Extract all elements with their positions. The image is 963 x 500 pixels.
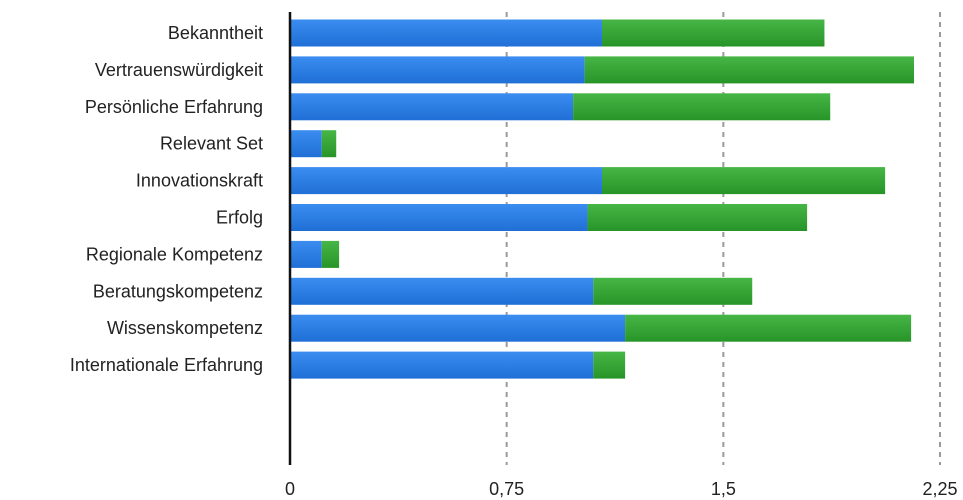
category-label: Erfolg: [216, 208, 263, 228]
bar-segment: [290, 56, 585, 84]
bar-segment: [290, 204, 588, 231]
x-tick-label: 0: [285, 479, 295, 499]
bar-segment: [290, 351, 594, 379]
x-tick-label: 1,5: [711, 479, 736, 499]
bar-segment: [321, 130, 337, 158]
bar-segment: [573, 93, 831, 121]
bar-segment: [290, 277, 594, 305]
bar-segment: [602, 167, 886, 195]
category-label: Bekanntheit: [168, 23, 263, 43]
category-label: Vertrauenswürdigkeit: [95, 60, 263, 80]
bar-segment: [290, 93, 574, 121]
category-label: Relevant Set: [160, 134, 263, 154]
bars: [290, 19, 914, 379]
bar-segment: [290, 314, 626, 342]
bar-segment: [584, 56, 914, 84]
bar-segment: [290, 19, 602, 47]
bar-segment: [625, 314, 912, 342]
category-label: Beratungskompetenz: [93, 281, 263, 301]
bar-segment: [290, 167, 602, 195]
bar-segment: [587, 204, 808, 231]
bar-segment: [593, 351, 626, 379]
bar-segment: [321, 240, 340, 268]
labels: 0 0,75 1,5 2,25 Bekanntheit Vertrauenswürdigk…: [70, 23, 958, 499]
x-tick-label: 0,75: [489, 479, 524, 499]
category-label: Innovationskraft: [136, 171, 263, 191]
category-label: Persönliche Erfahrung: [85, 97, 263, 117]
x-tick-label: 2,25: [922, 479, 957, 499]
bar-segment: [593, 277, 753, 305]
bar-segment: [602, 19, 825, 47]
category-label: Internationale Erfahrung: [70, 355, 263, 375]
bar-segment: [290, 130, 322, 158]
bar-segment: [290, 240, 322, 268]
category-label: Wissenskompetenz: [107, 318, 263, 338]
category-label: Regionale Kompetenz: [86, 244, 263, 264]
